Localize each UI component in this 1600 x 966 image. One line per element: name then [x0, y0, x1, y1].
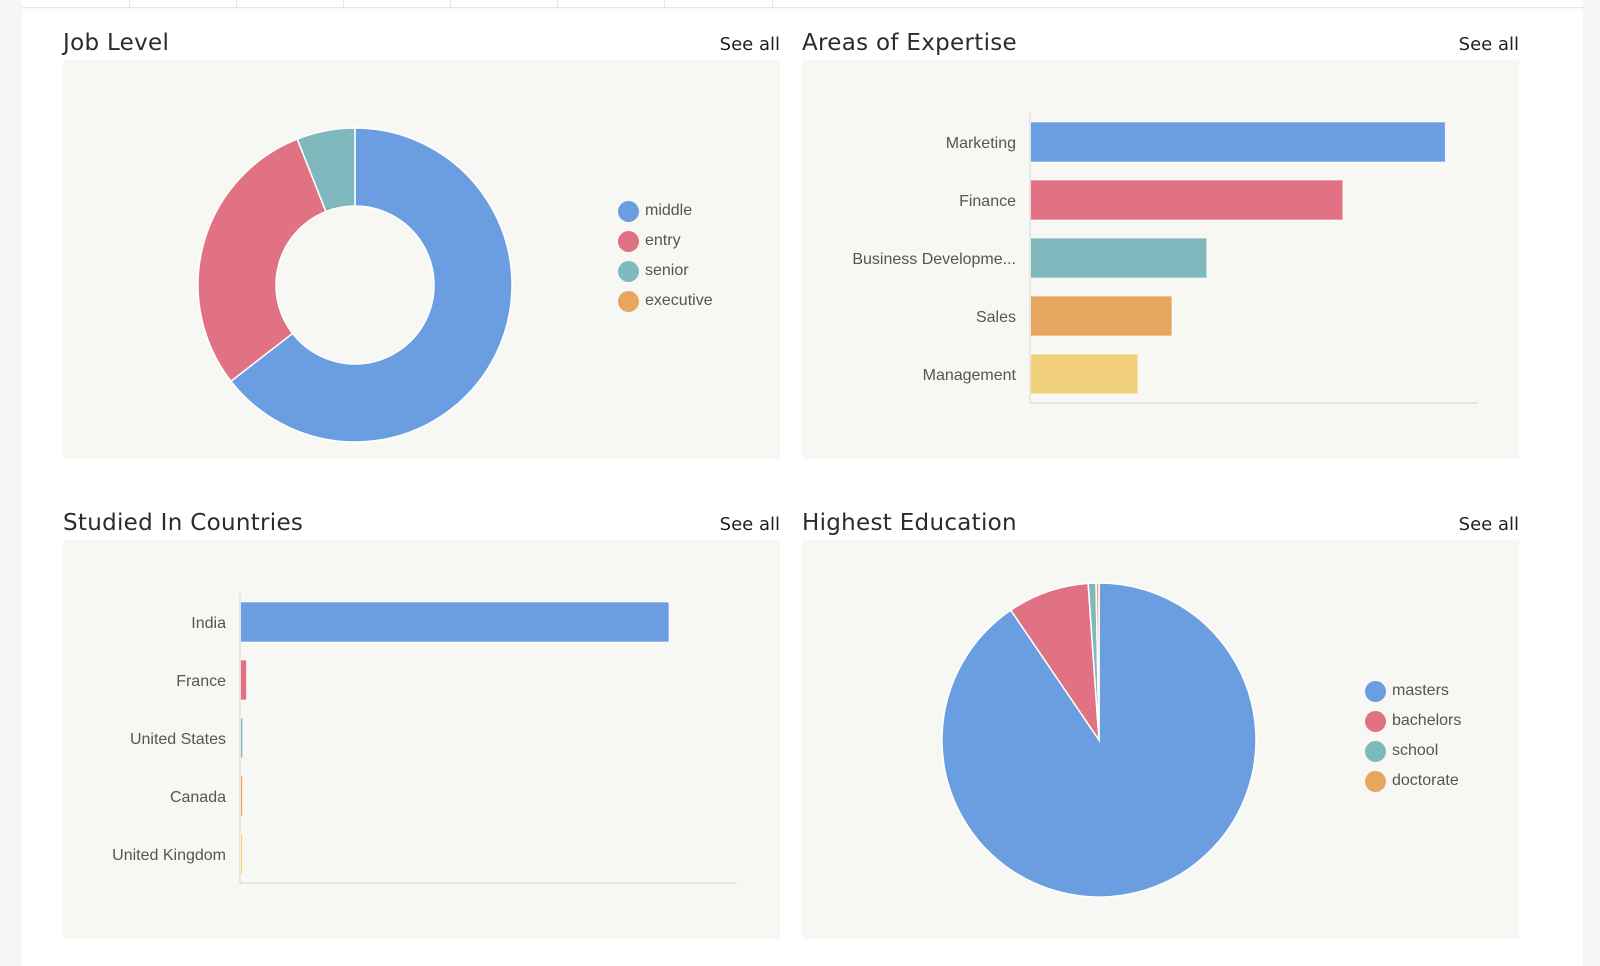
see-all-link[interactable]: See all	[1458, 514, 1519, 535]
top-tab[interactable]	[557, 0, 665, 7]
top-tab-strip	[22, 0, 1583, 8]
category-label: United States	[130, 731, 226, 748]
legend-label: executive	[645, 292, 713, 309]
top-tab[interactable]	[236, 0, 344, 7]
category-label: Management	[923, 367, 1017, 384]
chart-panel: India France United States Canada United Kin…	[63, 540, 780, 939]
legend-item-senior[interactable]: senior	[618, 256, 713, 286]
chart-panel: Marketing Finance Business Developme... Sal…	[802, 60, 1519, 459]
card-title: Areas of Expertise	[802, 30, 1017, 56]
bar-france[interactable]	[240, 659, 247, 701]
bar-canada[interactable]	[240, 775, 243, 817]
category-label: France	[176, 673, 226, 690]
legend-label: doctorate	[1392, 772, 1459, 789]
top-tab[interactable]	[664, 0, 773, 7]
bar-united-states[interactable]	[240, 717, 244, 759]
chart-legend: middle entry senior executive	[618, 196, 713, 316]
category-label: Marketing	[946, 135, 1016, 152]
legend-swatch	[1365, 740, 1386, 762]
category-label: Business Developme...	[852, 251, 1016, 268]
legend-item-entry[interactable]: entry	[618, 226, 713, 256]
legend-label: senior	[645, 262, 689, 279]
category-label: India	[191, 615, 226, 632]
top-tab[interactable]	[343, 0, 451, 7]
legend-swatch	[618, 260, 639, 282]
studied-in-countries-card: Studied In Countries See all India France…	[63, 510, 780, 939]
pie-slice-senior[interactable]	[296, 127, 356, 213]
chart-legend: masters bachelors school doctorate	[1365, 676, 1461, 796]
card-title: Highest Education	[802, 510, 1017, 536]
legend-item-masters[interactable]: masters	[1365, 676, 1461, 706]
bar-management[interactable]	[1030, 353, 1139, 395]
category-label: Finance	[959, 193, 1016, 210]
areas-of-expertise-card: Areas of Expertise See all Marketing Fina…	[802, 30, 1519, 459]
job-level-donut-chart	[197, 127, 513, 443]
chart-panel: masters bachelors school doctorate	[802, 540, 1519, 939]
chart-panel: middle entry senior executive	[63, 60, 780, 459]
legend-item-bachelors[interactable]: bachelors	[1365, 706, 1461, 736]
legend-label: middle	[645, 202, 693, 219]
see-all-link[interactable]: See all	[719, 34, 780, 55]
legend-swatch	[1365, 680, 1386, 702]
pie-slice-entry[interactable]	[197, 138, 327, 383]
studied-in-countries-bar-chart: India France United States Canada United Kin…	[112, 593, 737, 884]
areas-of-expertise-bar-chart: Marketing Finance Business Developme... Sal…	[852, 113, 1478, 404]
highest-education-pie-chart	[941, 582, 1257, 898]
category-label: United Kingdom	[112, 847, 226, 864]
highest-education-card: Highest Education See all masters bachelo…	[802, 510, 1519, 939]
bar-sales[interactable]	[1030, 295, 1173, 337]
card-title: Studied In Countries	[63, 510, 304, 536]
top-tab[interactable]	[129, 0, 237, 7]
pie-slice-middle[interactable]	[229, 127, 513, 443]
legend-swatch	[618, 290, 639, 312]
legend-label: masters	[1392, 682, 1449, 699]
category-label: Sales	[976, 309, 1016, 326]
dashboard: Job Level See all middle entry senior execu…	[22, 0, 1583, 966]
category-label: Canada	[170, 789, 226, 806]
see-all-link[interactable]: See all	[1458, 34, 1519, 55]
legend-item-school[interactable]: school	[1365, 736, 1461, 766]
legend-label: entry	[645, 232, 681, 249]
legend-swatch	[618, 200, 639, 222]
legend-swatch	[1365, 770, 1386, 792]
legend-item-middle[interactable]: middle	[618, 196, 713, 226]
legend-label: school	[1392, 742, 1439, 759]
pie-slice-doctorate[interactable]	[1095, 582, 1100, 741]
bar-marketing[interactable]	[1030, 121, 1446, 163]
job-level-card: Job Level See all middle entry senior execu…	[63, 30, 780, 459]
legend-swatch	[618, 230, 639, 252]
card-title: Job Level	[63, 30, 170, 56]
bar-finance[interactable]	[1030, 179, 1344, 221]
bar-united-kingdom[interactable]	[240, 833, 243, 875]
legend-swatch	[1365, 710, 1386, 732]
top-tab[interactable]	[450, 0, 558, 7]
legend-item-executive[interactable]: executive	[618, 286, 713, 316]
bar-business-developme[interactable]	[1030, 237, 1208, 279]
legend-label: bachelors	[1392, 712, 1462, 729]
bar-india[interactable]	[240, 601, 670, 643]
legend-item-doctorate[interactable]: doctorate	[1365, 766, 1461, 796]
see-all-link[interactable]: See all	[719, 514, 780, 535]
